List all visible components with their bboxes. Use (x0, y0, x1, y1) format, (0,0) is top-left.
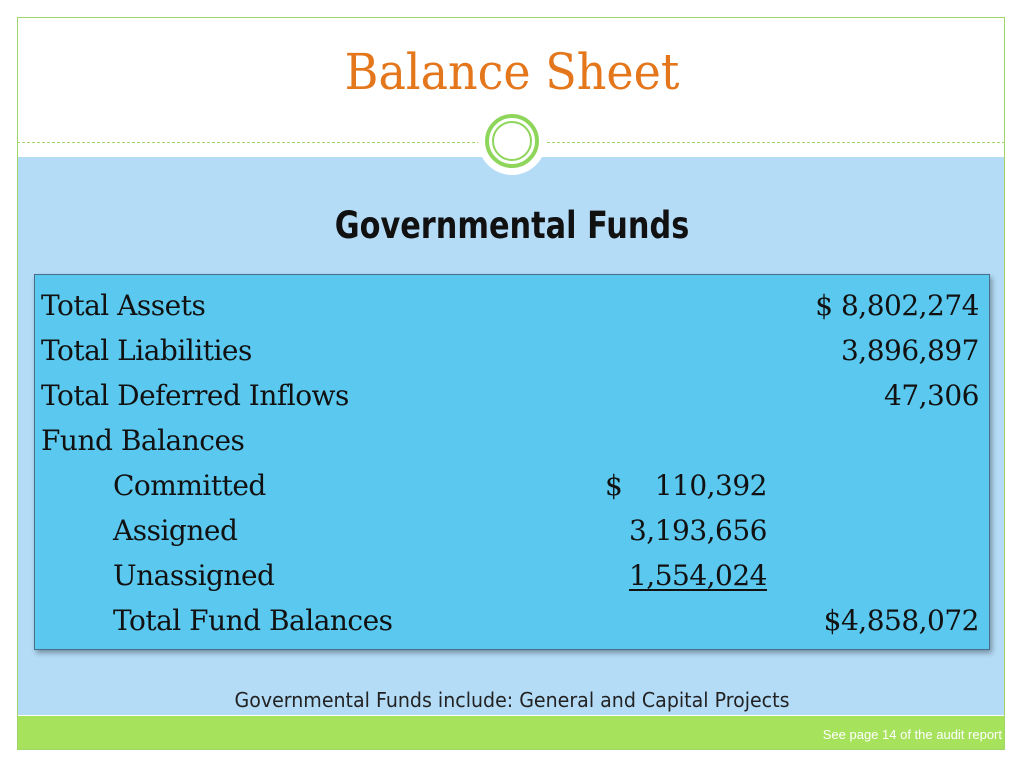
section-heading: Governmental Funds (334, 204, 690, 247)
table-row: Assigned 3,193,656 (35, 511, 989, 551)
table-row: Committed $ 110,392 (35, 466, 989, 506)
row-label: Assigned (113, 514, 238, 547)
table-row: Fund Balances (35, 421, 989, 461)
row-amount: $4,858,072 (823, 604, 980, 637)
row-label: Total Liabilities (41, 334, 252, 367)
table-row: Unassigned 1,554,024 (35, 556, 989, 596)
footnote: Governmental Funds include: General and … (234, 688, 790, 712)
row-label: Total Assets (41, 289, 206, 322)
row-amount: 3,193,656 (628, 514, 768, 547)
row-label: Total Deferred Inflows (41, 379, 349, 412)
row-label: Fund Balances (41, 424, 245, 457)
row-amount: 1,554,024 (628, 559, 768, 592)
balance-table: Total Assets $ 8,802,274 Total Liabiliti… (34, 274, 990, 650)
table-row: Total Liabilities 3,896,897 (35, 331, 989, 371)
dollar-sign: $ (605, 469, 623, 502)
table-row: Total Assets $ 8,802,274 (35, 286, 989, 326)
row-label: Total Fund Balances (113, 604, 393, 637)
row-label: Committed (113, 469, 266, 502)
table-row: Total Fund Balances $4,858,072 (35, 601, 989, 641)
row-amount: $ 8,802,274 (815, 289, 979, 322)
table-row: Total Deferred Inflows 47,306 (35, 376, 989, 416)
row-amount: 3,896,897 (840, 334, 980, 367)
row-label: Unassigned (113, 559, 275, 592)
slide-title: Balance Sheet (344, 43, 680, 101)
row-amount: 47,306 (884, 379, 979, 412)
ornament-inner-ring (492, 121, 532, 161)
row-amount: 110,392 (654, 469, 768, 502)
source-credit: See page 14 of the audit report (822, 727, 1002, 742)
footer-band (18, 716, 1004, 749)
